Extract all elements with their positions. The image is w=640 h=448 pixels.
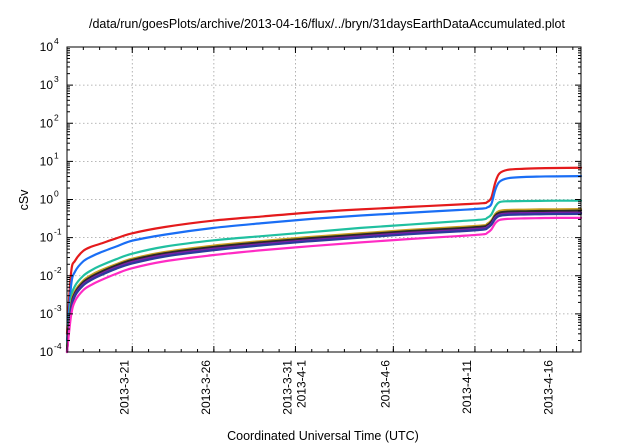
y-tick-exponent: -1 bbox=[54, 227, 62, 237]
y-tick-base: 10 bbox=[40, 269, 54, 283]
x-tick-label-line: 2013-3-26 bbox=[199, 360, 213, 415]
y-tick-label: 10 -4 bbox=[40, 341, 62, 359]
y-tick-label: 10 4 bbox=[40, 36, 59, 54]
y-tick-base: 10 bbox=[40, 40, 54, 54]
y-tick-exponent: 0 bbox=[54, 189, 59, 199]
y-tick-label: 10 2 bbox=[40, 112, 59, 130]
series-line bbox=[65, 209, 583, 352]
grid bbox=[67, 47, 581, 352]
y-tick-exponent: 1 bbox=[54, 150, 59, 160]
chart-title: /data/run/goesPlots/archive/2013-04-16/f… bbox=[89, 17, 565, 31]
y-tick-label: 10 3 bbox=[40, 74, 59, 92]
y-tick-exponent: 2 bbox=[54, 112, 59, 122]
series-layer bbox=[65, 166, 583, 354]
y-tick-label: 10 -1 bbox=[40, 227, 62, 245]
x-tick-labels: 2013-3-21 2013-3-26 2013-3-31 2013-4-1 2013-… bbox=[117, 360, 555, 415]
y-tick-base: 10 bbox=[40, 307, 54, 321]
series-line bbox=[65, 199, 583, 347]
y-axis-label: cSv bbox=[17, 189, 31, 211]
x-tick-label-line: 2013-4-6 bbox=[378, 360, 392, 408]
x-tick-label: 2013-4-6 bbox=[378, 360, 392, 408]
y-tick-label: 10 1 bbox=[40, 150, 59, 168]
y-tick-label: 10 0 bbox=[40, 189, 59, 207]
series-line bbox=[65, 208, 583, 351]
y-tick-exponent: 3 bbox=[54, 74, 59, 84]
y-tick-base: 10 bbox=[40, 231, 54, 245]
x-tick-label-line: 2013-4-11 bbox=[460, 360, 474, 414]
x-tick-label-line: 2013-3-31 bbox=[280, 360, 294, 415]
series-line bbox=[65, 211, 583, 354]
y-tick-base: 10 bbox=[40, 116, 54, 130]
y-tick-exponent: -4 bbox=[54, 341, 62, 351]
series-line bbox=[65, 175, 583, 342]
y-tick-base: 10 bbox=[40, 154, 54, 168]
series-line bbox=[65, 212, 583, 354]
series-line bbox=[65, 216, 583, 354]
y-tick-exponent: -3 bbox=[54, 303, 62, 313]
y-tick-exponent: 4 bbox=[54, 36, 59, 46]
x-tick-label-line: 2013-4-16 bbox=[542, 360, 556, 415]
x-tick-label: 2013-3-26 bbox=[199, 360, 213, 415]
y-tick-base: 10 bbox=[40, 193, 54, 207]
x-tick-label-line: 2013-4-1 bbox=[294, 360, 308, 408]
x-tick-label: 2013-4-16 bbox=[542, 360, 556, 415]
y-tick-exponent: -2 bbox=[54, 265, 62, 275]
x-axis-label: Coordinated Universal Time (UTC) bbox=[227, 429, 419, 443]
x-tick-label: 2013-3-21 bbox=[117, 360, 131, 415]
axis-ticks bbox=[66, 46, 581, 353]
x-tick-label-line: 2013-3-21 bbox=[117, 360, 131, 415]
x-tick-label: 2013-4-11 bbox=[460, 360, 474, 414]
y-tick-base: 10 bbox=[40, 345, 54, 359]
y-tick-label: 10 -3 bbox=[40, 303, 62, 321]
y-tick-base: 10 bbox=[40, 78, 54, 92]
y-tick-label: 10 -2 bbox=[40, 265, 62, 283]
series-line bbox=[65, 166, 583, 335]
x-tick-label: 2013-3-31 2013-4-1 bbox=[280, 360, 308, 415]
